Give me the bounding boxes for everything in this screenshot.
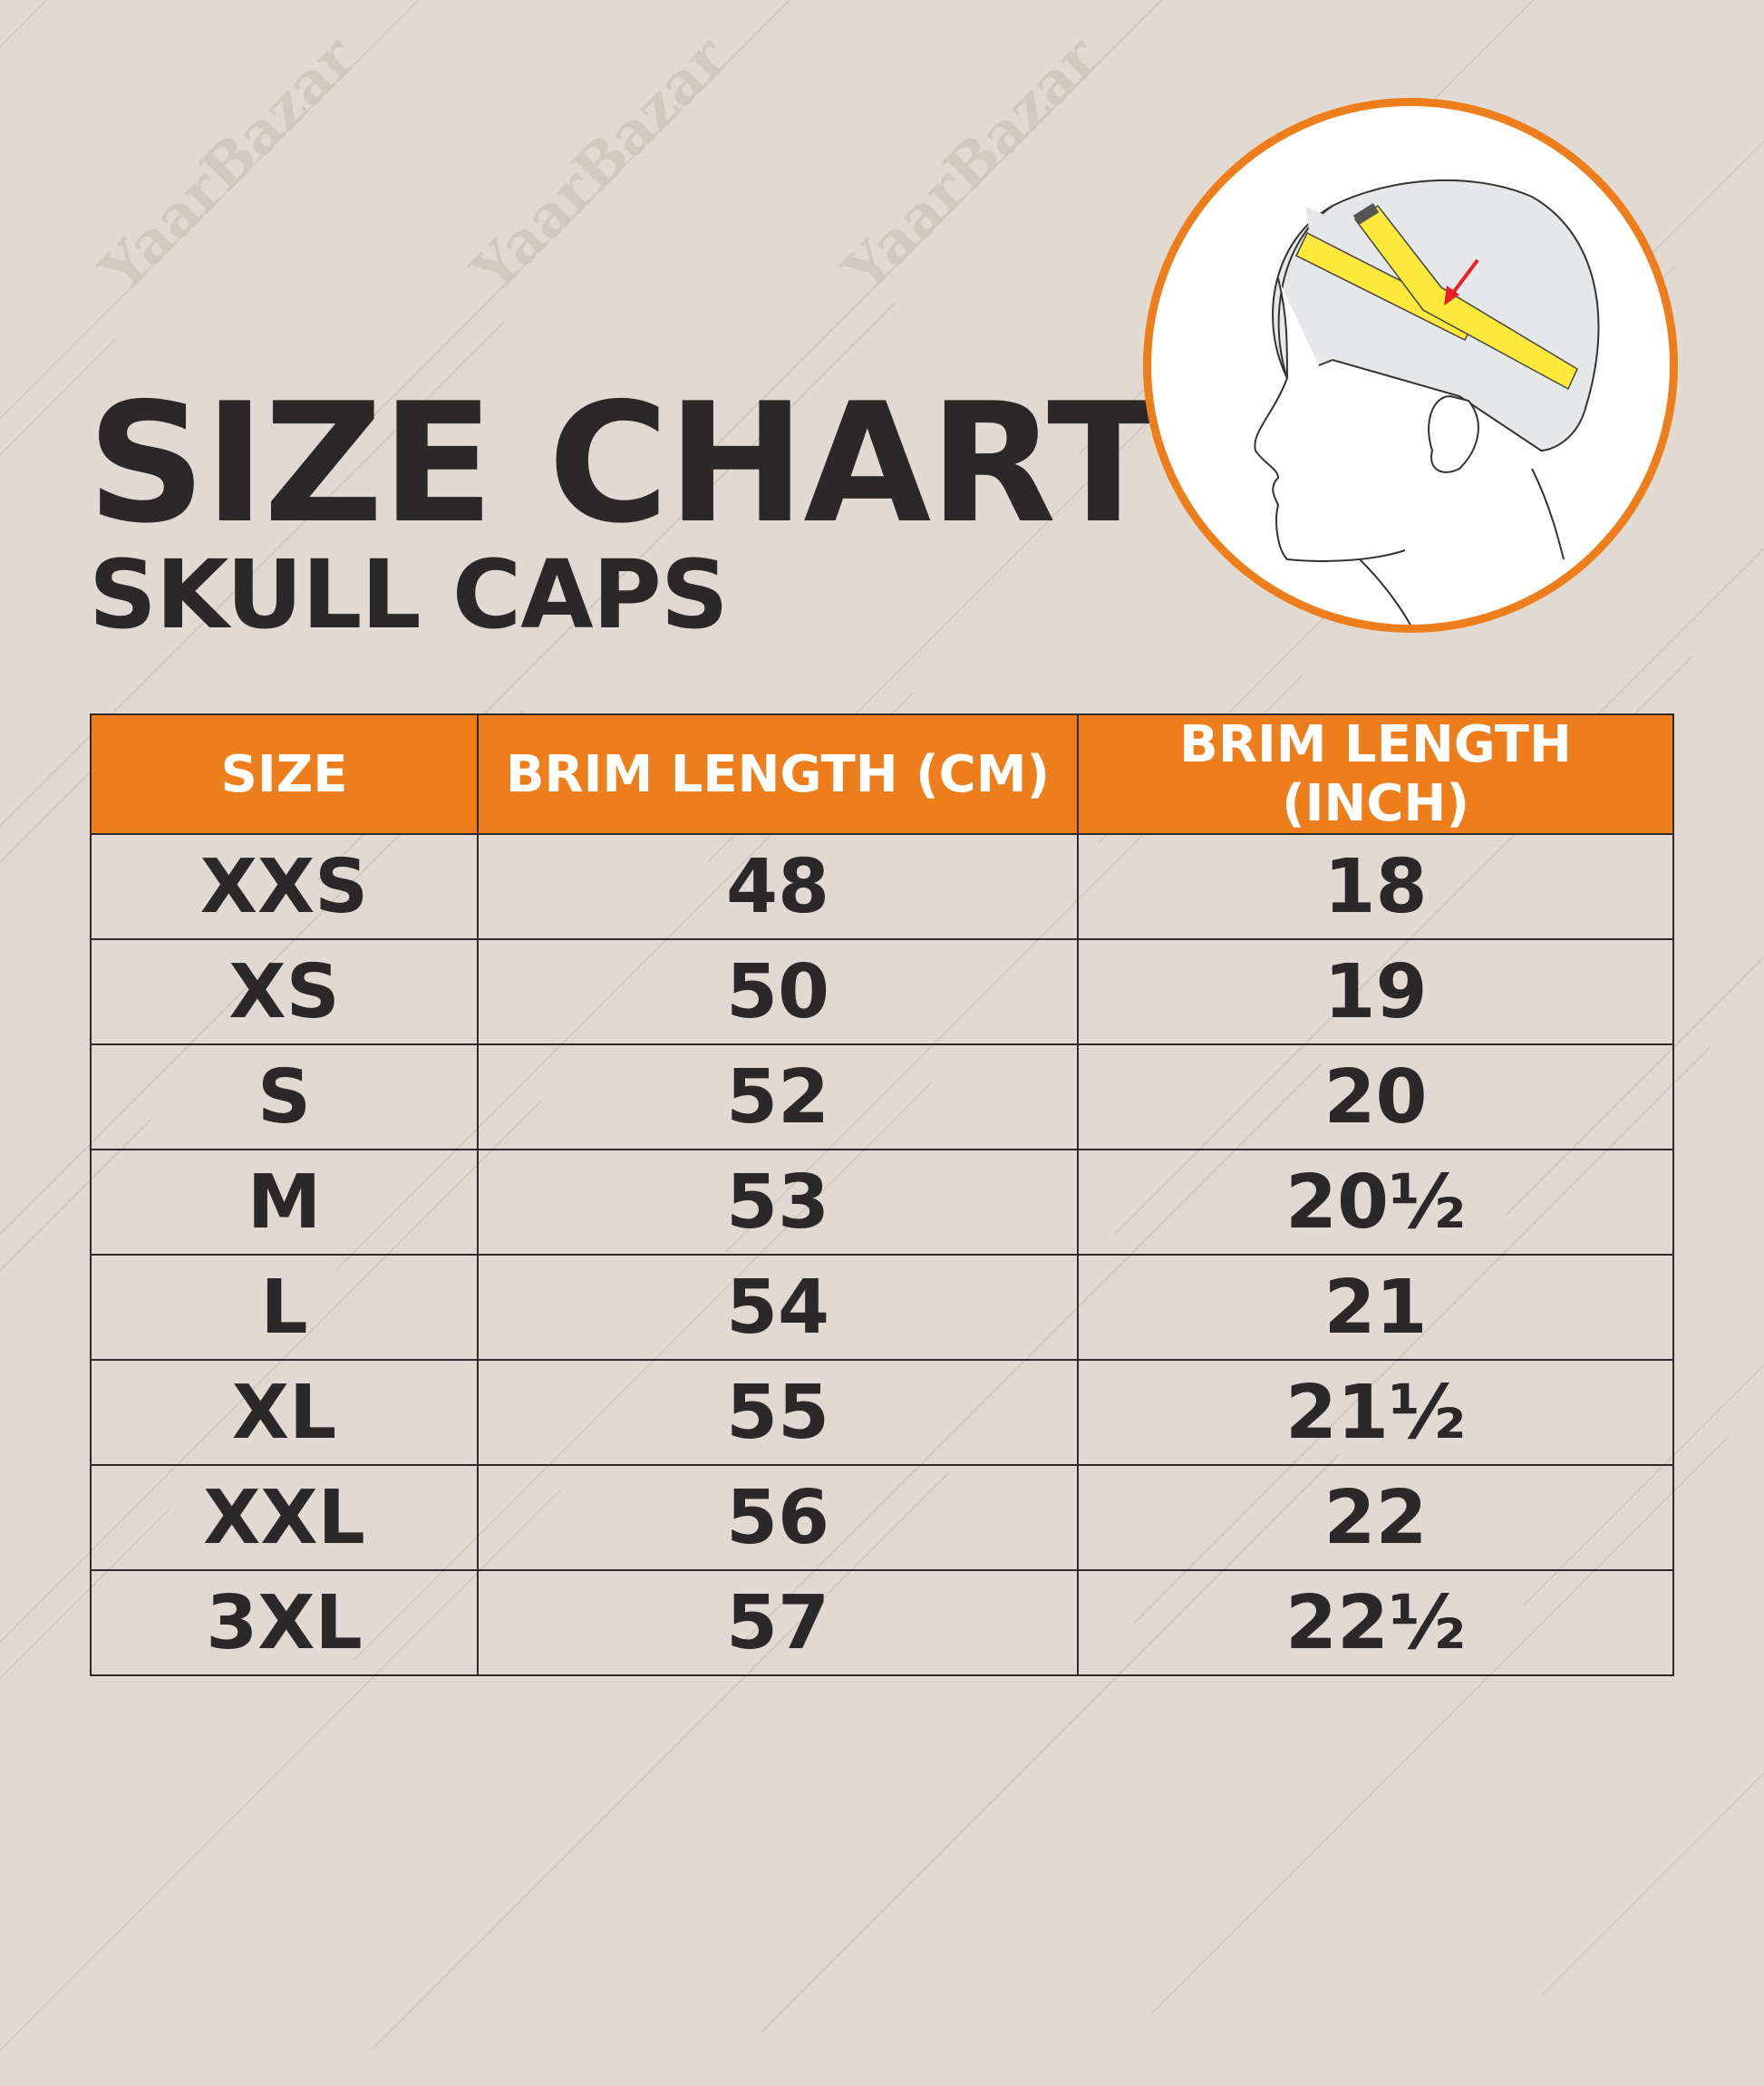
brim-cm-cell: 52 — [477, 1043, 1079, 1150]
table-row: XXS 48 18 — [90, 833, 1674, 940]
table-row: XXL 56 22 — [90, 1464, 1674, 1571]
size-cell: XL — [90, 1359, 479, 1466]
brim-inch-cell: 22 — [1077, 1464, 1674, 1571]
brim-cm-cell: 56 — [477, 1464, 1079, 1571]
head-measuring-tape-icon — [1254, 179, 1600, 625]
size-cell: 3XL — [90, 1569, 479, 1676]
size-cell: S — [90, 1043, 479, 1150]
table-row: XL 55 21½ — [90, 1359, 1674, 1466]
brim-inch-cell: 21 — [1077, 1254, 1674, 1361]
table-header-row: SIZE BRIM LENGTH (CM) BRIM LENGTH (INCH) — [90, 713, 1674, 835]
table-row: XS 50 19 — [90, 938, 1674, 1045]
table-row: S 52 20 — [90, 1043, 1674, 1150]
size-cell: XXS — [90, 833, 479, 940]
watermark-text: YaarBazar — [830, 24, 1113, 306]
brim-cm-cell: 54 — [477, 1254, 1079, 1361]
brim-inch-cell: 20 — [1077, 1043, 1674, 1150]
brim-inch-cell: 19 — [1077, 938, 1674, 1045]
header-brim-cm: BRIM LENGTH (CM) — [477, 713, 1079, 835]
size-cell: XS — [90, 938, 479, 1045]
size-cell: L — [90, 1254, 479, 1361]
head-measuring-illustration — [1143, 98, 1678, 633]
table-row: M 53 20½ — [90, 1149, 1674, 1256]
brim-cm-cell: 55 — [477, 1359, 1079, 1466]
brim-inch-cell: 18 — [1077, 833, 1674, 940]
header-size: SIZE — [90, 713, 479, 835]
tape-measure-2 — [1352, 203, 1578, 391]
brim-inch-cell: 20½ — [1077, 1149, 1674, 1256]
size-cell: XXL — [90, 1464, 479, 1571]
watermark-text: YaarBazar — [459, 24, 741, 306]
page-title: SIZE CHART — [87, 367, 1159, 559]
brim-cm-cell: 57 — [477, 1569, 1079, 1676]
size-table: SIZE BRIM LENGTH (CM) BRIM LENGTH (INCH)… — [90, 713, 1674, 1676]
watermark-text: YaarBazar — [87, 24, 370, 306]
brim-inch-cell: 21½ — [1077, 1359, 1674, 1466]
table-row: 3XL 57 22½ — [90, 1569, 1674, 1676]
header-brim-inch: BRIM LENGTH (INCH) — [1077, 713, 1674, 835]
table-row: L 54 21 — [90, 1254, 1674, 1361]
size-cell: M — [90, 1149, 479, 1256]
red-arrow-icon — [1444, 258, 1479, 306]
page-subtitle: SKULL CAPS — [89, 539, 729, 650]
brim-inch-cell: 22½ — [1077, 1569, 1674, 1676]
brim-cm-cell: 48 — [477, 833, 1079, 940]
brim-cm-cell: 50 — [477, 938, 1079, 1045]
watermark-line — [0, 0, 98, 528]
brim-cm-cell: 53 — [477, 1149, 1079, 1256]
